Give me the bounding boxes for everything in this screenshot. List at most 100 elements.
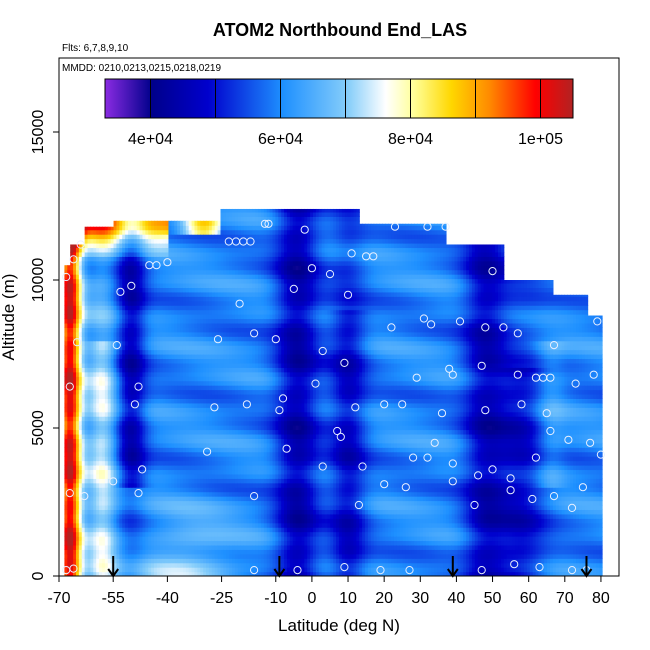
heatmap-cell	[81, 513, 86, 519]
heatmap-cell	[122, 402, 126, 408]
heatmap-cell	[75, 456, 80, 462]
heatmap-cell	[130, 327, 135, 333]
heatmap-cell	[84, 389, 89, 395]
heatmap-cell	[142, 447, 146, 453]
heatmap-cell	[101, 234, 106, 240]
heatmap-cell	[136, 371, 141, 377]
heatmap-cell	[90, 358, 94, 364]
heatmap-cell	[87, 234, 92, 240]
heatmap-cell	[90, 411, 94, 417]
heatmap-cell	[96, 420, 100, 426]
heatmap-cell	[119, 447, 123, 453]
heatmap-cell	[96, 460, 100, 466]
heatmap-cell	[101, 549, 106, 555]
heatmap-cell	[73, 567, 77, 573]
heatmap-cell	[148, 496, 152, 502]
heatmap-cell	[151, 540, 155, 546]
heatmap-cell	[70, 531, 74, 537]
heatmap-cell	[81, 571, 86, 576]
heatmap-cell	[139, 522, 144, 528]
heatmap-cell	[113, 393, 118, 399]
heatmap-cell	[87, 518, 92, 524]
heatmap-cell	[142, 371, 146, 377]
heatmap-cell	[122, 562, 126, 568]
heatmap-cell	[113, 420, 118, 426]
heatmap-cell	[119, 345, 123, 351]
heatmap-cell	[78, 478, 83, 484]
heatmap-cell	[96, 491, 100, 497]
heatmap-cell	[130, 460, 135, 466]
heatmap-cell	[93, 500, 97, 506]
heatmap-cell	[145, 322, 149, 328]
heatmap-cell	[113, 540, 118, 546]
heatmap-cell	[110, 318, 115, 324]
heatmap-cell	[148, 371, 152, 377]
heatmap-cell	[113, 305, 118, 311]
heatmap-cell	[73, 416, 77, 422]
heatmap-cell	[90, 509, 94, 515]
heatmap-cell	[81, 469, 86, 475]
heatmap-cell	[125, 265, 129, 271]
heatmap-cell	[64, 487, 68, 493]
heatmap-cell	[81, 354, 86, 360]
heatmap-cell	[133, 393, 138, 399]
heatmap-cell	[142, 562, 146, 568]
heatmap-cell	[148, 220, 152, 226]
heatmap-cell	[122, 305, 126, 311]
heatmap-cell	[122, 318, 126, 324]
heatmap-cell	[96, 309, 100, 315]
heatmap-cell	[145, 518, 149, 524]
heatmap-cell	[113, 358, 118, 364]
heatmap-cell	[145, 473, 149, 479]
heatmap-cell	[119, 553, 123, 559]
heatmap-cell	[128, 385, 132, 391]
heatmap-cell	[122, 385, 126, 391]
heatmap-cell	[110, 296, 115, 302]
heatmap-cell	[142, 504, 146, 510]
heatmap-cell	[116, 225, 120, 231]
heatmap-cell	[154, 527, 158, 533]
heatmap-cell	[142, 282, 146, 288]
heatmap-cell	[73, 425, 77, 431]
heatmap-cell	[128, 318, 132, 324]
heatmap-cell	[104, 425, 109, 431]
heatmap-cell	[142, 531, 146, 537]
heatmap-cell	[81, 251, 86, 257]
heatmap-cell	[128, 376, 132, 382]
heatmap-cell	[116, 331, 120, 337]
heatmap-cell	[64, 531, 68, 537]
heatmap-cell	[145, 496, 149, 502]
heatmap-cell	[67, 278, 71, 284]
dates-subtitle: MMDD: 0210,0213,0215,0218,0219	[62, 63, 221, 74]
heatmap-cell	[90, 522, 94, 528]
heatmap-cell	[67, 393, 71, 399]
heatmap-cell	[130, 536, 135, 542]
heatmap-cell	[70, 296, 74, 302]
heatmap-cell	[125, 345, 129, 351]
heatmap-cell	[70, 340, 74, 346]
heatmap-cell	[78, 456, 83, 462]
heatmap-cell	[90, 247, 94, 253]
heatmap-cell	[128, 411, 132, 417]
heatmap-cell	[154, 518, 158, 524]
heatmap-cell	[142, 478, 146, 484]
heatmap-cell	[110, 234, 115, 240]
heatmap-cell	[125, 314, 129, 320]
heatmap-cell	[151, 456, 155, 462]
heatmap-cell	[81, 327, 86, 333]
heatmap-cell	[136, 567, 141, 573]
heatmap-cell	[125, 433, 129, 439]
heatmap-cell	[142, 322, 146, 328]
heatmap-cell	[154, 522, 158, 528]
heatmap-cell	[93, 407, 97, 413]
heatmap-cell	[96, 385, 100, 391]
heatmap-cell	[113, 296, 118, 302]
heatmap-cell	[145, 287, 149, 293]
heatmap-cell	[81, 358, 86, 364]
heatmap-cell	[70, 247, 74, 253]
heatmap-cell	[78, 469, 83, 475]
heatmap-cell	[133, 460, 138, 466]
heatmap-cell	[93, 456, 97, 462]
heatmap-cell	[101, 478, 106, 484]
heatmap-cell	[104, 478, 109, 484]
